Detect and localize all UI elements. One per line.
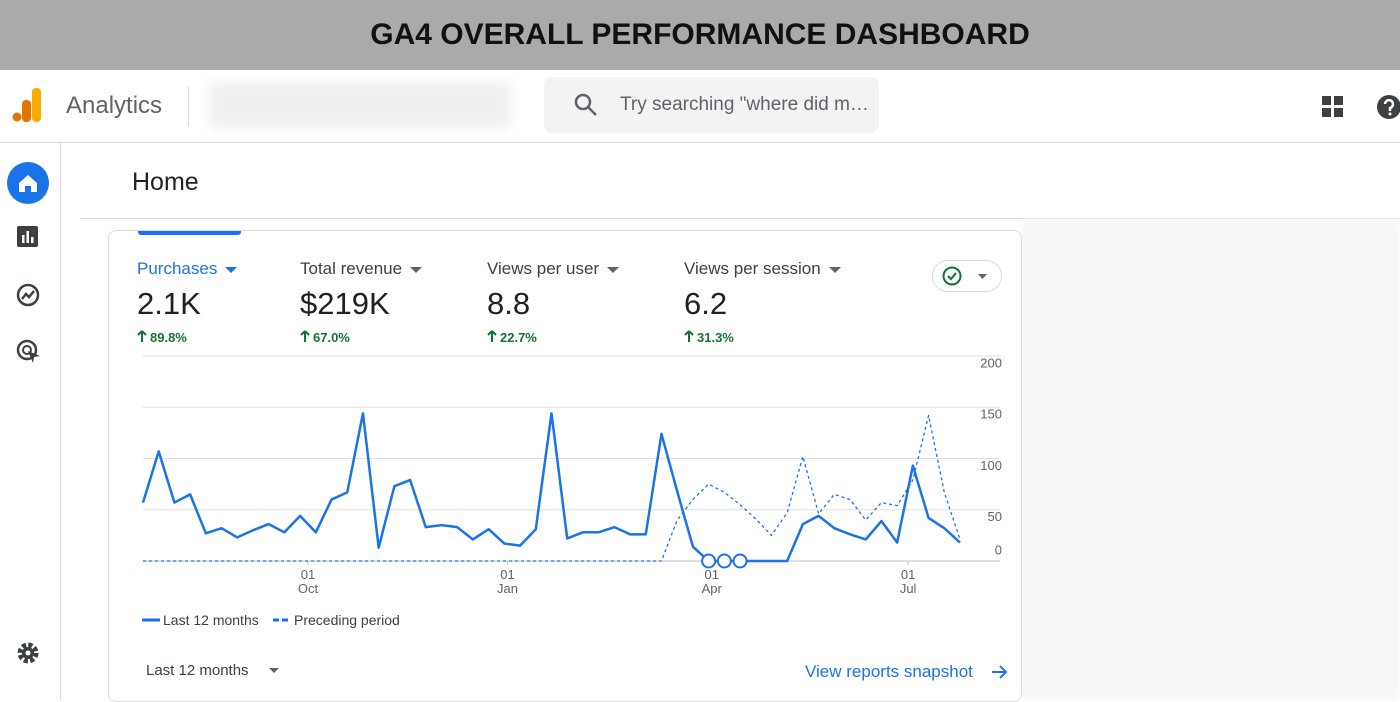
nav-advertising[interactable] [16,339,42,365]
search-box[interactable]: Try searching "where did m… [544,77,879,133]
y-tick-label: 100 [980,458,1002,473]
search-placeholder: Try searching "where did m… [620,94,869,115]
caret [829,267,841,273]
arrow [487,330,497,342]
snapshot-link[interactable]: View reports snapshot [805,662,973,681]
legend-label: Preceding period [294,612,400,628]
metric-change: 22.7% [500,330,537,345]
line-preceding [143,414,961,562]
up-arrow [487,330,497,342]
metric-change: 31.3% [697,330,734,345]
metric-value: 2.1K [137,286,201,321]
up-arrow [137,330,147,342]
chart: 0 50 100 150 200 [141,355,1002,569]
date-range[interactable]: Last 12 months [146,662,249,679]
link-arrow[interactable] [990,663,1010,681]
app-name: Analytics [66,92,163,119]
y-tick-label: 50 [988,509,1002,524]
arrow [300,330,310,342]
point-marker [701,553,717,569]
arrow [684,330,694,342]
line-current [141,412,961,563]
selected-tab-indicator [138,231,241,235]
metric-caret[interactable] [607,265,619,275]
metric-value: $219K [300,286,390,321]
search-icon [574,93,597,116]
page-title: Home [132,168,199,196]
metric-label[interactable]: Views per user [487,259,600,278]
legend-swatch [273,618,291,622]
up-arrow [300,330,310,342]
help-icon[interactable] [1376,94,1400,120]
date-range-caret[interactable] [268,666,280,676]
up-arrow [684,330,694,342]
y-tick-label: 150 [980,407,1002,422]
point-marker [732,553,748,569]
banner [0,0,1400,70]
metric-label[interactable]: Total revenue [300,259,403,278]
status-icon [942,266,987,286]
metric-value: 6.2 [684,286,728,321]
divider [188,86,189,126]
status-button[interactable] [932,260,1002,292]
x-tick-label: 01 Apr [701,567,722,596]
logo [12,88,41,122]
arrow [137,330,147,342]
legend-label: Last 12 months [163,612,259,628]
metric-caret[interactable] [225,265,237,275]
metric-caret[interactable] [410,265,422,275]
nav-settings[interactable] [16,641,42,667]
point-marker [716,553,732,569]
apps-icon[interactable] [1322,96,1344,118]
overview-card [108,230,1022,702]
page-divider [80,218,1400,219]
metric-change: 67.0% [313,330,350,345]
metric-change: 89.8% [150,330,187,345]
metric-label[interactable]: Purchases [137,259,218,278]
header: Analytics Try searching "where did m… [0,70,1400,143]
caret [607,267,619,273]
x-tick-label: 01 Oct [297,567,319,596]
y-tick-label: 200 [980,355,1002,370]
blurred-panel [1022,219,1400,700]
y-tick-label: 0 [995,542,1002,557]
x-tick-label: 01 Jan [497,567,518,596]
metric-caret[interactable] [829,265,841,275]
metric-label[interactable]: Views per session [684,259,821,278]
nav-home[interactable] [6,161,50,205]
nav-reports[interactable] [16,225,40,249]
metric-value: 8.8 [487,286,531,321]
account-picker[interactable] [210,82,510,128]
nav-explore[interactable] [16,283,42,309]
banner-title: GA4 OVERALL PERFORMANCE DASHBOARD [370,18,1030,51]
legend-swatch [142,618,160,622]
x-tick-label: 01 Jul [899,567,917,596]
caret [410,267,422,273]
side-nav [0,143,61,700]
caret [225,267,237,273]
